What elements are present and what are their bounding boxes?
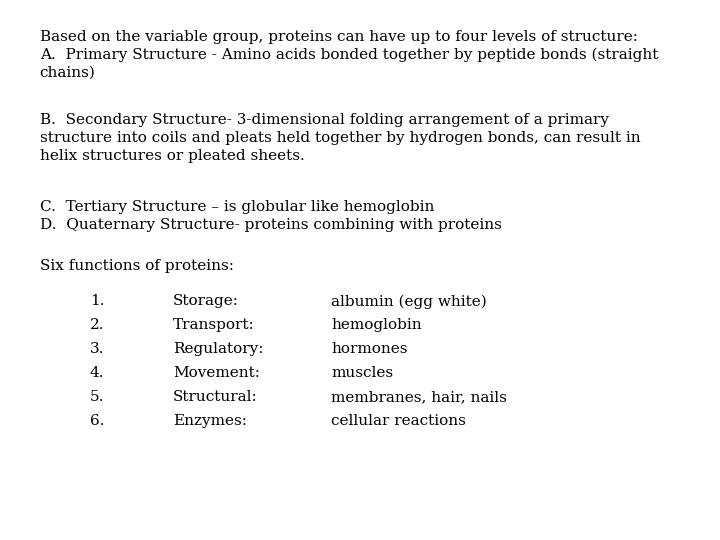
Text: 2.: 2.	[90, 318, 104, 332]
Text: Structural:: Structural:	[173, 390, 258, 404]
Text: 6.: 6.	[90, 414, 104, 428]
Text: B.  Secondary Structure- 3-dimensional folding arrangement of a primary
structur: B. Secondary Structure- 3-dimensional fo…	[40, 113, 640, 163]
Text: muscles: muscles	[331, 366, 393, 380]
Text: Six functions of proteins:: Six functions of proteins:	[40, 259, 233, 273]
Text: albumin (egg white): albumin (egg white)	[331, 294, 487, 309]
Text: Based on the variable group, proteins can have up to four levels of structure:
A: Based on the variable group, proteins ca…	[40, 30, 658, 80]
Text: 1.: 1.	[90, 294, 104, 308]
Text: Enzymes:: Enzymes:	[173, 414, 247, 428]
Text: cellular reactions: cellular reactions	[331, 414, 466, 428]
Text: Transport:: Transport:	[173, 318, 255, 332]
Text: 4.: 4.	[90, 366, 104, 380]
Text: Movement:: Movement:	[173, 366, 260, 380]
Text: Regulatory:: Regulatory:	[173, 342, 264, 356]
Text: Storage:: Storage:	[173, 294, 239, 308]
Text: hemoglobin: hemoglobin	[331, 318, 422, 332]
Text: 3.: 3.	[90, 342, 104, 356]
Text: membranes, hair, nails: membranes, hair, nails	[331, 390, 507, 404]
Text: 5.: 5.	[90, 390, 104, 404]
Text: C.  Tertiary Structure – is globular like hemoglobin
D.  Quaternary Structure- p: C. Tertiary Structure – is globular like…	[40, 200, 501, 232]
Text: hormones: hormones	[331, 342, 408, 356]
